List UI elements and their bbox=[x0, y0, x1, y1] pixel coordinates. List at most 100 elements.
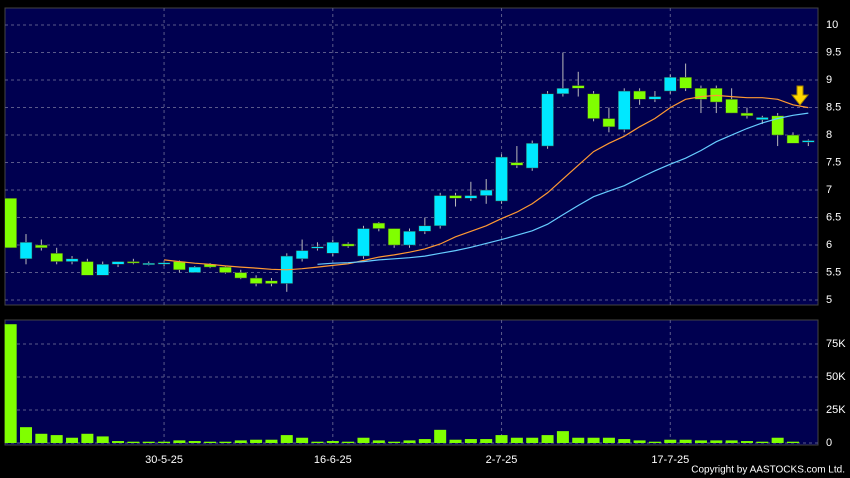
ma-line bbox=[164, 94, 809, 271]
y-tick-label: 5 bbox=[826, 294, 832, 306]
volume-bar bbox=[66, 437, 79, 444]
candle-body bbox=[111, 261, 125, 265]
candle-body bbox=[234, 272, 248, 279]
volume-bar bbox=[510, 437, 523, 444]
candle-body bbox=[142, 262, 155, 265]
candle-body bbox=[618, 90, 631, 130]
candle-body bbox=[65, 258, 79, 262]
candle-body bbox=[188, 266, 201, 273]
y-tick-label: 0 bbox=[826, 437, 832, 449]
candle-body bbox=[127, 261, 140, 264]
volume-bar bbox=[664, 439, 677, 444]
candle-body bbox=[50, 253, 63, 262]
volume-bar bbox=[541, 435, 554, 444]
volume-bar bbox=[495, 435, 508, 444]
candle-body bbox=[464, 195, 478, 199]
y-tick-label: 9 bbox=[826, 74, 832, 86]
candle-body bbox=[495, 156, 508, 202]
volume-bar bbox=[725, 440, 738, 444]
candle-body bbox=[510, 162, 524, 166]
volume-bar bbox=[250, 439, 263, 444]
candle-body bbox=[81, 261, 94, 276]
volume-bar bbox=[188, 441, 201, 444]
volume-bar bbox=[526, 437, 539, 444]
volume-bar bbox=[20, 427, 33, 444]
candle-body bbox=[311, 246, 324, 249]
candle-body bbox=[449, 195, 462, 199]
volume-bar bbox=[265, 439, 278, 444]
volume-bar bbox=[326, 441, 339, 444]
volume-bar bbox=[648, 441, 661, 444]
candle-body bbox=[433, 195, 447, 227]
volume-bar bbox=[449, 439, 462, 444]
volume-bar bbox=[388, 441, 401, 444]
y-tick-label: 8.5 bbox=[826, 101, 841, 113]
candle-body bbox=[341, 243, 355, 247]
volume-bar bbox=[771, 437, 784, 444]
candle-body bbox=[525, 143, 539, 169]
volume-bar bbox=[587, 437, 600, 444]
volume-bar bbox=[694, 440, 707, 444]
y-tick-label: 7.5 bbox=[826, 156, 841, 168]
y-tick-label: 10 bbox=[826, 19, 838, 31]
volume-bar bbox=[142, 441, 155, 444]
volume-bar bbox=[234, 440, 247, 444]
candle-body bbox=[679, 77, 692, 89]
y-tick-label: 50K bbox=[826, 371, 846, 383]
volume-bar bbox=[50, 435, 63, 444]
candle-body bbox=[786, 134, 800, 144]
candle-body bbox=[756, 117, 769, 120]
ma-line bbox=[317, 112, 809, 265]
volume-bar bbox=[173, 440, 186, 444]
candle-body bbox=[664, 77, 677, 92]
candle-body bbox=[403, 231, 416, 246]
volume-bar bbox=[280, 435, 293, 444]
y-tick-label: 8 bbox=[826, 129, 832, 141]
candle-body bbox=[157, 262, 171, 265]
volume-bar bbox=[219, 441, 232, 444]
volume-bar bbox=[403, 440, 416, 444]
candle-body bbox=[740, 112, 754, 117]
candle-body bbox=[479, 189, 493, 196]
volume-bar bbox=[633, 440, 646, 444]
candle-body bbox=[35, 244, 48, 249]
volume-panel bbox=[4, 319, 819, 446]
y-tick-label: 6 bbox=[826, 239, 832, 251]
volume-bar bbox=[35, 433, 48, 444]
y-tick-label: 7 bbox=[826, 184, 832, 196]
volume-bar bbox=[679, 439, 692, 444]
volume-bar bbox=[434, 429, 447, 444]
volume-bar bbox=[158, 441, 171, 444]
volume-bar bbox=[112, 441, 125, 444]
volume-bar bbox=[418, 439, 431, 444]
candle-body bbox=[602, 118, 616, 128]
volume-bar bbox=[786, 441, 799, 444]
volume-bar bbox=[572, 437, 585, 444]
copyright: Copyright by AASTOCKS.com Ltd. bbox=[691, 465, 845, 476]
y-tick-label: 9.5 bbox=[826, 46, 841, 58]
volume-bar bbox=[740, 441, 753, 444]
candle-body bbox=[541, 93, 554, 147]
volume-bar bbox=[464, 439, 477, 444]
signal-arrow bbox=[790, 85, 810, 106]
y-tick-label: 75K bbox=[826, 338, 846, 350]
x-tick-label: 17-7-25 bbox=[651, 454, 689, 466]
candle-body bbox=[387, 228, 401, 246]
volume-bar bbox=[311, 441, 324, 444]
volume-bar bbox=[204, 441, 217, 444]
candle-body bbox=[249, 277, 263, 284]
candle-body bbox=[648, 96, 662, 100]
volume-bar bbox=[372, 440, 385, 444]
y-tick-label: 25K bbox=[826, 404, 846, 416]
volume-bar bbox=[81, 433, 94, 444]
candle-body bbox=[802, 140, 815, 143]
candle-body bbox=[587, 93, 600, 119]
candle-body bbox=[173, 261, 186, 271]
candle-body bbox=[418, 225, 432, 232]
candle-body bbox=[96, 264, 109, 276]
candle-body bbox=[357, 228, 370, 257]
volume-bar bbox=[127, 441, 140, 444]
volume-bar bbox=[342, 441, 355, 444]
candle-body bbox=[4, 198, 17, 249]
x-tick-label: 2-7-25 bbox=[486, 454, 518, 466]
